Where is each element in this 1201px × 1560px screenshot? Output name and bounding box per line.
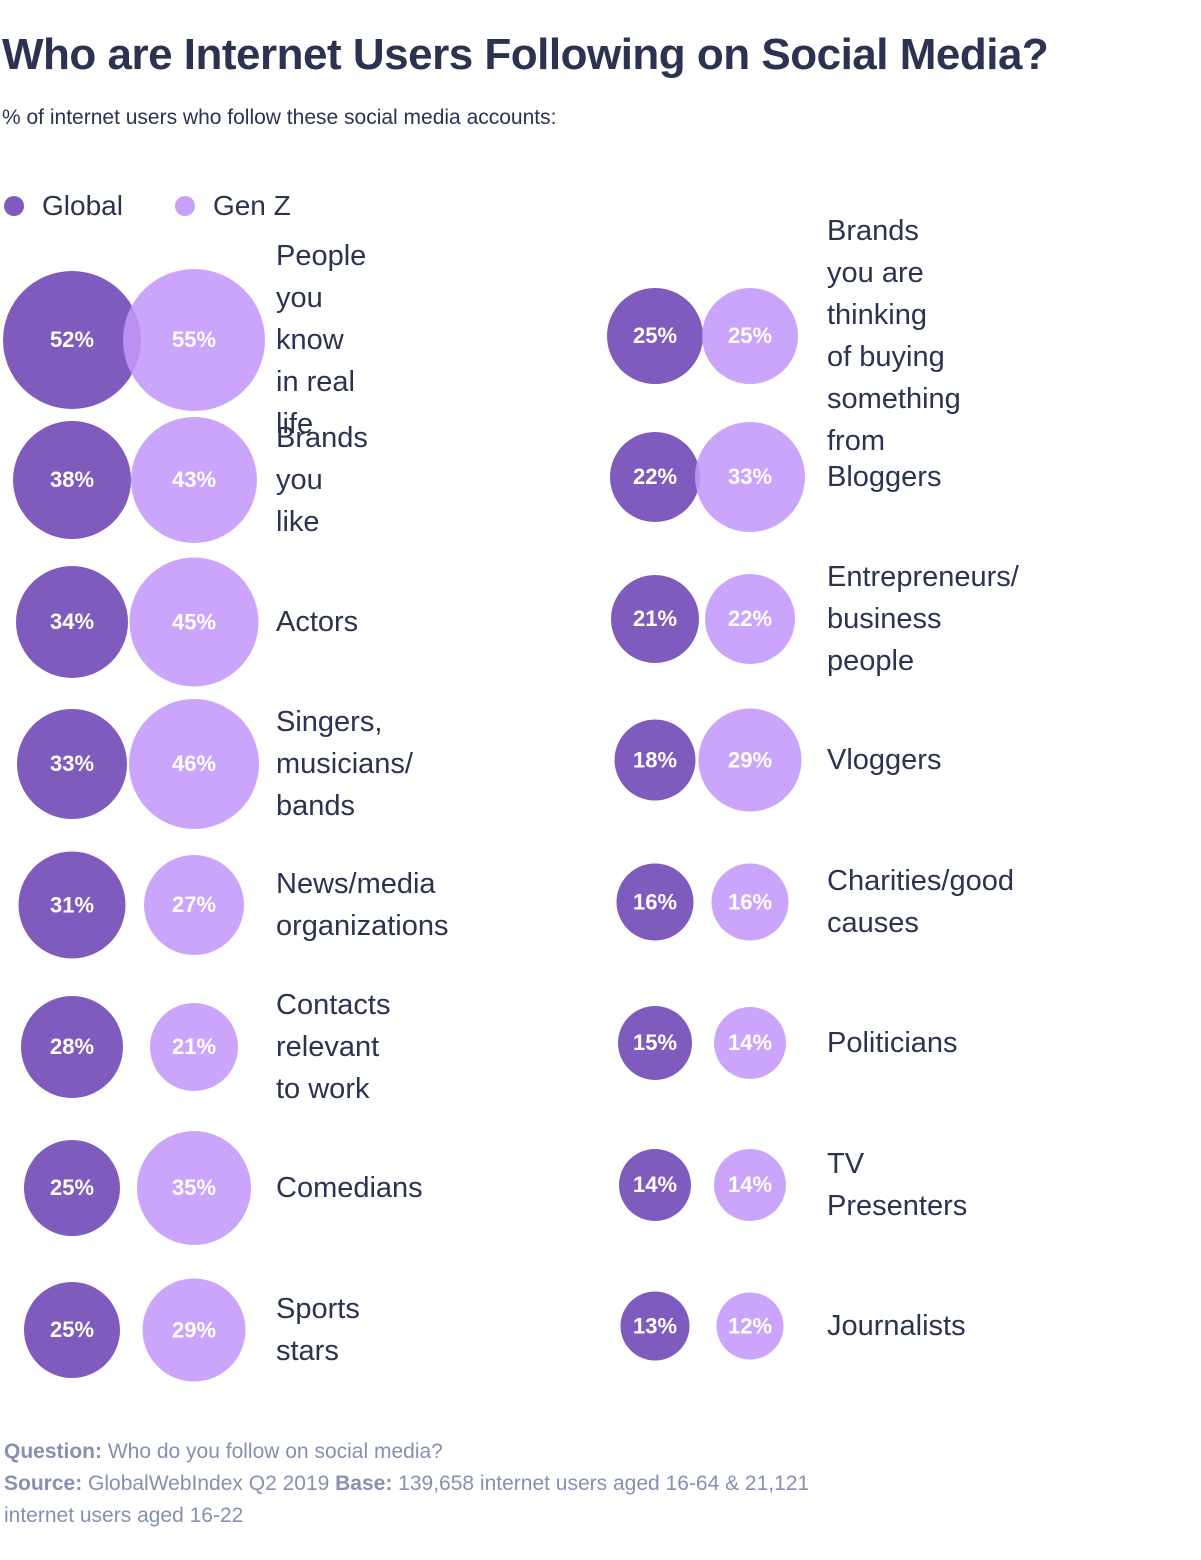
genz-bubble: 14% [714, 1149, 786, 1221]
global-bubble: 28% [21, 996, 123, 1098]
legend-item-global: Global [4, 190, 123, 222]
genz-bubble: 46% [129, 699, 259, 829]
legend: Global Gen Z [4, 190, 343, 222]
legend-label: Global [42, 190, 123, 221]
genz-bubble: 33% [695, 422, 805, 532]
genz-bubble: 14% [714, 1007, 786, 1079]
chart-subtitle: % of internet users who follow these soc… [2, 106, 557, 129]
global-bubble: 21% [611, 575, 699, 663]
legend-item-genz: Gen Z [174, 190, 291, 222]
category-label: Contacts relevant to work [276, 989, 391, 1105]
genz-bubble: 25% [702, 288, 798, 384]
global-bubble: 38% [13, 421, 131, 539]
footer-question: Question: Who do you follow on social me… [4, 1436, 884, 1468]
question-label: Question: [4, 1440, 102, 1463]
category-label: Singers, musicians/ bands [276, 706, 413, 822]
genz-bubble: 29% [142, 1278, 246, 1382]
category-label: TV Presenters [827, 1148, 968, 1222]
genz-bubble: 21% [150, 1003, 238, 1091]
genz-bubble: 45% [129, 557, 259, 687]
global-bubble: 25% [24, 1140, 120, 1236]
global-bubble: 34% [16, 566, 128, 678]
global-bubble: 15% [618, 1006, 692, 1080]
category-label: Brands you are thinking of buying someth… [827, 215, 961, 457]
global-bubble: 25% [607, 288, 703, 384]
source-label: Source: [4, 1472, 83, 1495]
category-label: Journalists [827, 1310, 966, 1342]
category-label: Actors [276, 606, 359, 638]
category-label: Vloggers [827, 744, 942, 776]
category-label: People you know in real life [276, 240, 367, 440]
global-bubble: 13% [620, 1291, 690, 1361]
genz-bubble: 35% [137, 1131, 251, 1245]
global-bubble: 16% [616, 863, 694, 941]
category-label: Charities/good causes [827, 865, 1014, 939]
global-bubble: 33% [17, 709, 127, 819]
genz-bubble: 16% [711, 863, 789, 941]
source-text: GlobalWebIndex Q2 2019 [82, 1472, 336, 1495]
legend-label: Gen Z [212, 190, 291, 221]
chart-footer: Question: Who do you follow on social me… [4, 1436, 884, 1532]
legend-dot-genz-icon [174, 196, 195, 216]
global-bubble: 25% [24, 1282, 120, 1378]
question-text: Who do you follow on social media? [102, 1440, 443, 1463]
global-bubble: 22% [610, 432, 700, 522]
category-label: Politicians [827, 1027, 958, 1059]
category-label: Bloggers [827, 461, 942, 493]
category-label: Sports stars [276, 1293, 360, 1367]
chart-title: Who are Internet Users Following on Soci… [2, 30, 1049, 79]
global-bubble: 18% [614, 719, 696, 801]
footer-source: Source: GlobalWebIndex Q2 2019 Base: 139… [4, 1468, 884, 1532]
category-label: Comedians [276, 1172, 423, 1204]
category-label: Brands you like [276, 422, 368, 538]
category-label: News/media organizations [276, 868, 449, 942]
global-bubble: 14% [619, 1149, 691, 1221]
genz-bubble: 27% [144, 855, 244, 955]
genz-bubble: 12% [716, 1292, 784, 1360]
genz-bubble: 43% [131, 417, 257, 543]
base-text: 139,658 internet users aged 16-64 & 21,1… [4, 1472, 810, 1527]
category-label: Entrepreneurs/ business people [827, 561, 1019, 677]
legend-dot-global-icon [4, 196, 24, 216]
base-label: Base: [335, 1472, 393, 1495]
global-bubble: 31% [18, 851, 126, 959]
genz-bubble: 55% [123, 269, 265, 411]
genz-bubble: 29% [698, 708, 802, 812]
genz-bubble: 22% [705, 574, 795, 664]
global-bubble: 52% [3, 271, 141, 409]
